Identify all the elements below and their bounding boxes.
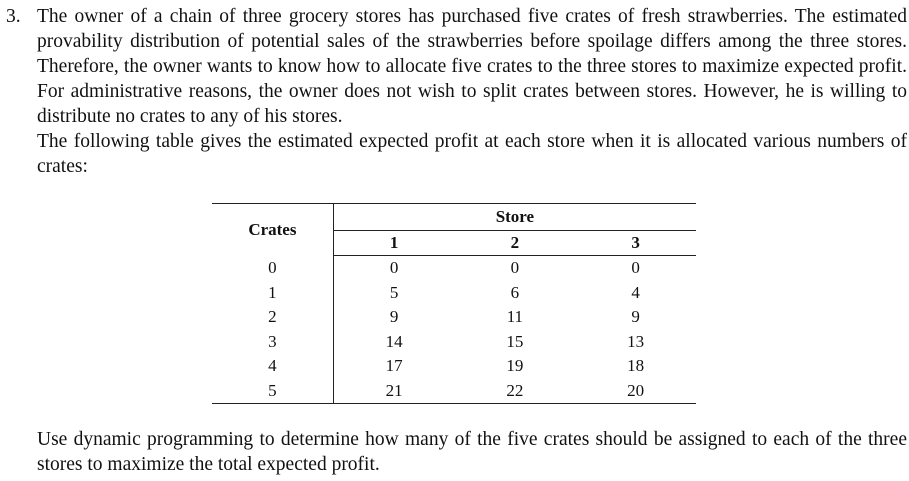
store-3-cell: 4 — [631, 282, 640, 302]
store-3-cell: 20 — [575, 378, 696, 404]
store-1-header: 1 — [333, 230, 455, 256]
store-1-cell: 14 — [385, 331, 403, 351]
problem-number: 3. — [6, 6, 21, 27]
table-row: 3 14 15 13 — [212, 329, 696, 354]
store-1-cell: 21 — [333, 378, 455, 404]
store-3-cell: 9 — [631, 307, 640, 327]
store-2-cell: 22 — [454, 378, 576, 404]
expected-profit-table: Crates Store 1 2 3 0 0 0 0 1 5 6 4 2 9 11 9 3 14 15 13 4… — [212, 203, 696, 404]
store-2-cell: 0 — [510, 258, 520, 278]
crates-cell: 5 — [212, 378, 334, 404]
store-2-cell: 6 — [510, 282, 520, 302]
store-2-cell: 15 — [506, 331, 524, 351]
table-row: 0 0 0 0 — [212, 255, 696, 281]
crates-header: Crates — [212, 203, 334, 256]
crates-cell: 0 — [212, 255, 334, 281]
table-row: 5 21 22 20 — [212, 378, 696, 404]
store-3-cell: 13 — [627, 331, 645, 351]
problem-intro-text: The owner of a chain of three grocery st… — [37, 6, 907, 127]
store-2-cell: 19 — [506, 356, 524, 376]
store-3-header: 3 — [575, 230, 696, 256]
store-1-cell: 0 — [389, 258, 399, 278]
store-2-header: 2 — [454, 230, 576, 256]
store-3-cell: 18 — [627, 356, 645, 376]
crates-cell: 2 — [212, 305, 334, 330]
table-row: 4 17 19 18 — [212, 354, 696, 379]
store-number-row: 1 2 3 — [212, 230, 696, 256]
crates-cell: 1 — [212, 280, 334, 305]
table-row: 2 9 11 9 — [212, 305, 696, 330]
store-1-cell: 17 — [385, 356, 403, 376]
table-header-row: Crates Store — [212, 203, 696, 256]
store-1-cell: 9 — [389, 307, 399, 327]
crates-cell: 3 — [212, 329, 334, 354]
question-text: Use dynamic programming to determine how… — [37, 429, 907, 475]
table-intro-text: The following table gives the estimated … — [37, 131, 907, 177]
store-header: Store — [333, 203, 696, 231]
crates-cell: 4 — [212, 354, 334, 379]
store-3-cell: 0 — [631, 258, 640, 278]
store-1-cell: 5 — [389, 282, 399, 302]
table-body: 0 0 0 0 1 5 6 4 2 9 11 9 3 14 15 13 4 17 19 18 5 21 22 20 — [212, 255, 696, 404]
store-2-cell: 11 — [506, 307, 524, 327]
